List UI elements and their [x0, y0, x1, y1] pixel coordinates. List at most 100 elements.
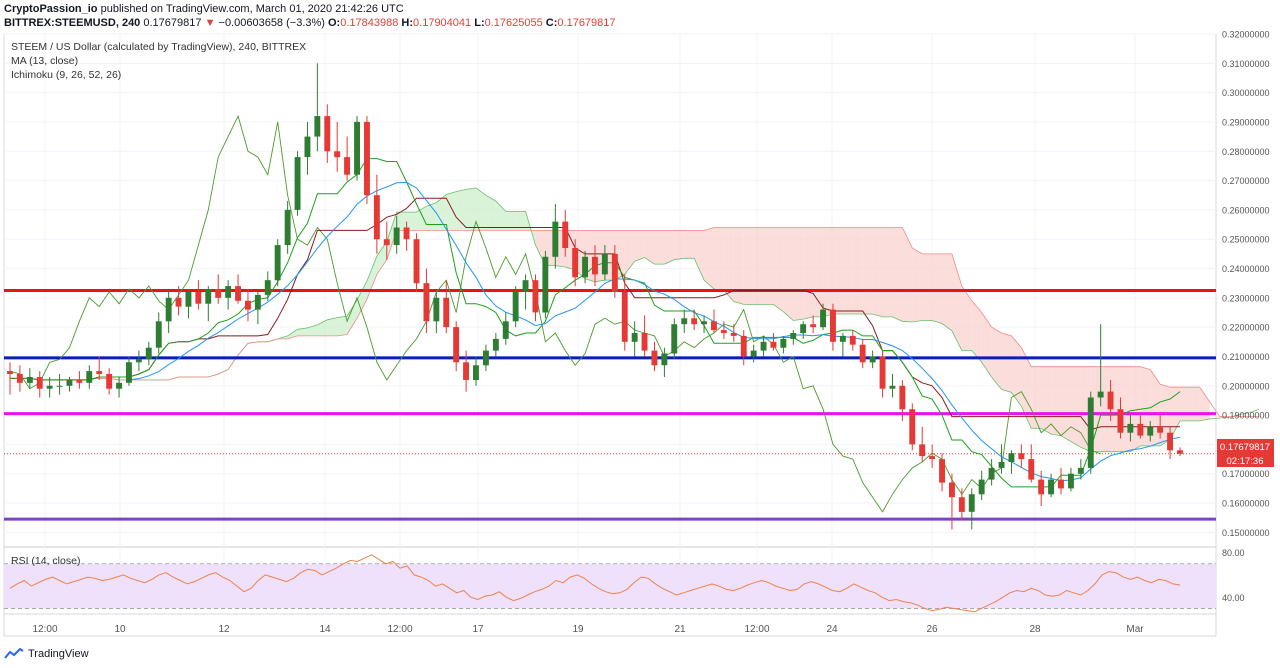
high-label: H:	[401, 17, 414, 29]
candle-body	[978, 479, 985, 495]
candle-body	[1107, 391, 1114, 410]
close-value: 0.17679817	[557, 17, 616, 29]
candle-body	[1048, 479, 1054, 495]
kumo-segment	[684, 230, 695, 259]
candle-body	[929, 456, 935, 459]
price-tick-label: 0.24000000	[1222, 264, 1270, 274]
tradingview-brand[interactable]: TradingView	[4, 648, 89, 660]
price-axis[interactable]: 0.150000000.160000000.170000000.18000000…	[1222, 30, 1270, 603]
senkou-span-b	[89, 227, 1260, 417]
candlesticks	[7, 63, 1183, 530]
kumo-segment	[743, 227, 754, 305]
rsi-legend[interactable]: RSI (14, close)	[11, 555, 80, 567]
candle-body	[1137, 423, 1144, 436]
price-tick-label: 0.21000000	[1222, 352, 1270, 362]
ma-legend[interactable]: MA (13, close)	[11, 55, 78, 67]
candle-body	[582, 256, 588, 278]
candle-body	[135, 359, 142, 363]
candle-body	[205, 289, 212, 304]
time-axis[interactable]: 12:00 10 12 14 12:00 17 19 21 12:00 24 26 28 Mar	[32, 624, 1144, 635]
candle-body	[820, 309, 826, 328]
author-name[interactable]: CryptoPassion_io	[4, 3, 98, 15]
price-tick-label: 0.15000000	[1222, 528, 1270, 538]
candle-body	[562, 221, 569, 248]
kumo-segment	[495, 201, 506, 231]
lagging-span-line	[9, 114, 1101, 513]
ichimoku-legend[interactable]: Ichimoku (9, 26, 52, 26)	[11, 69, 121, 81]
candle-body	[393, 227, 400, 246]
kumo-segment	[347, 300, 358, 335]
kumo-segment	[485, 195, 496, 231]
kumo-segment	[386, 212, 397, 260]
candle-body	[988, 467, 995, 480]
kumo-segment	[1001, 333, 1012, 393]
kumo-segment	[515, 211, 526, 231]
candle-body	[651, 350, 658, 366]
candle-body	[899, 385, 906, 410]
rsi-line	[9, 554, 1181, 613]
kumo-segment	[942, 253, 952, 331]
kumo-segment	[674, 230, 685, 260]
candle-body	[1167, 432, 1173, 451]
candle-body	[611, 253, 618, 292]
candle-body	[552, 221, 559, 257]
candle-body	[373, 195, 380, 240]
kumo-segment	[922, 253, 933, 321]
change-value: −0.00603658 (−3.3%)	[218, 17, 325, 29]
last-price-tag	[1217, 439, 1274, 453]
high-value: 0.17904041	[413, 17, 472, 29]
candle-body	[998, 462, 1005, 468]
time-tick-label: 24	[826, 624, 838, 635]
candle-body	[86, 371, 93, 383]
price-tick-label: 0.31000000	[1222, 59, 1270, 69]
candle-body	[344, 157, 350, 175]
candle-body	[334, 151, 341, 158]
kumo-segment	[842, 227, 853, 314]
candle-body	[413, 239, 420, 284]
candle-body	[56, 385, 63, 387]
countdown-label: 02:17:36	[1227, 456, 1264, 467]
candle-body	[76, 379, 83, 383]
candle-body	[1147, 426, 1154, 436]
candle-body	[1077, 467, 1084, 474]
price-tick-label: 0.29000000	[1222, 117, 1270, 127]
candle-body	[215, 289, 222, 298]
last-value: 0.17679817	[143, 17, 202, 29]
candle-body	[958, 497, 965, 512]
publish-line: CryptoPassion_io published on TradingVie…	[4, 3, 404, 15]
candle-body	[681, 318, 688, 325]
kumo-segment	[416, 206, 427, 231]
candle-body	[1008, 453, 1015, 462]
low-value: 0.17625055	[484, 17, 543, 29]
candle-body	[859, 344, 866, 363]
kumo-segment	[813, 227, 824, 317]
candle-body	[522, 280, 529, 292]
candle-body	[284, 209, 291, 246]
kumo-segment	[505, 211, 516, 231]
candle-body	[126, 362, 132, 383]
price-tick-label: 0.30000000	[1222, 88, 1270, 98]
candle-body	[592, 256, 598, 275]
candle-body	[96, 371, 103, 374]
kumo-segment	[723, 227, 734, 302]
candle-body	[274, 245, 281, 281]
symbol-label: BITTREX:STEEMUSD, 240	[4, 17, 141, 29]
kumo-segment	[396, 212, 407, 231]
kumo-segment	[862, 227, 873, 314]
kumo-segment	[466, 187, 477, 231]
candle-body	[621, 292, 628, 342]
kumo-segment	[733, 227, 744, 305]
senkou-span-a	[89, 187, 1260, 453]
kumo-segment	[337, 316, 348, 336]
kumo-segment	[773, 227, 784, 312]
time-tick-label: 19	[572, 624, 584, 635]
candle-body	[116, 382, 122, 389]
candle-body	[26, 377, 33, 383]
kumo-segment	[1180, 387, 1190, 421]
candle-body	[304, 136, 311, 158]
kumo-segment	[406, 212, 417, 231]
kumo-segment	[912, 247, 923, 323]
candle-body	[324, 116, 331, 152]
down-arrow-icon: ▼	[204, 17, 216, 29]
